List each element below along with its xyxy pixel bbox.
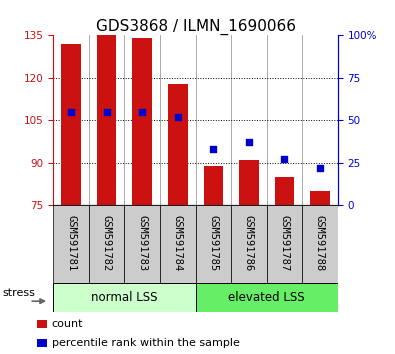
- Text: GSM591781: GSM591781: [66, 215, 76, 271]
- Point: [103, 109, 110, 115]
- Point: [68, 109, 74, 115]
- Bar: [160, 205, 196, 283]
- Bar: [231, 205, 267, 283]
- Text: normal LSS: normal LSS: [91, 291, 158, 304]
- Bar: [275, 177, 294, 205]
- Bar: [61, 44, 81, 205]
- Bar: [37, 339, 47, 347]
- Text: GSM591786: GSM591786: [244, 215, 254, 271]
- Text: GSM591787: GSM591787: [279, 215, 290, 271]
- Text: GSM591784: GSM591784: [173, 215, 183, 271]
- Text: GSM591782: GSM591782: [102, 215, 112, 271]
- Point: [246, 139, 252, 145]
- Text: GSM591788: GSM591788: [315, 215, 325, 271]
- Text: stress: stress: [3, 287, 36, 298]
- Bar: [310, 191, 330, 205]
- Text: GSM591785: GSM591785: [208, 215, 218, 271]
- Bar: [124, 205, 160, 283]
- Bar: [302, 205, 338, 283]
- Bar: [37, 320, 47, 328]
- Bar: [53, 205, 89, 283]
- Bar: [196, 283, 338, 312]
- Bar: [267, 205, 302, 283]
- Title: GDS3868 / ILMN_1690066: GDS3868 / ILMN_1690066: [96, 19, 295, 35]
- Bar: [97, 35, 117, 205]
- Bar: [239, 160, 259, 205]
- Point: [281, 156, 288, 162]
- Text: GSM591783: GSM591783: [137, 215, 147, 271]
- Text: elevated LSS: elevated LSS: [228, 291, 305, 304]
- Point: [210, 147, 216, 152]
- Point: [317, 165, 323, 171]
- Point: [139, 109, 145, 115]
- Text: count: count: [52, 319, 83, 329]
- Point: [175, 114, 181, 120]
- Text: percentile rank within the sample: percentile rank within the sample: [52, 338, 240, 348]
- Bar: [132, 38, 152, 205]
- Bar: [53, 283, 196, 312]
- Bar: [89, 205, 124, 283]
- Bar: [196, 205, 231, 283]
- Bar: [203, 166, 223, 205]
- Bar: [168, 84, 188, 205]
